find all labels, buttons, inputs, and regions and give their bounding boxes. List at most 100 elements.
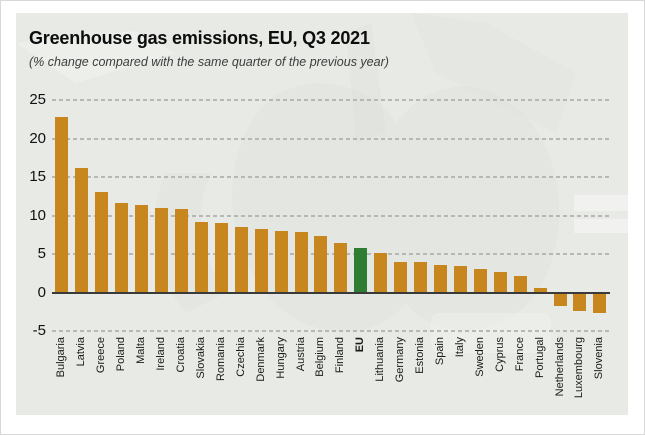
bar-malta bbox=[135, 204, 149, 293]
x-label-column-italy: Italy bbox=[450, 337, 470, 415]
bar-lithuania bbox=[374, 253, 388, 293]
bar-netherlands bbox=[553, 292, 567, 306]
bar-column-latvia bbox=[72, 100, 92, 331]
x-label-slovenia: Slovenia bbox=[593, 337, 606, 380]
x-label-romania: Romania bbox=[214, 337, 227, 382]
bar-spain bbox=[433, 264, 447, 293]
x-label-ireland: Ireland bbox=[155, 337, 168, 371]
x-label-column-netherlands: Netherlands bbox=[550, 337, 570, 415]
x-label-cyprus: Cyprus bbox=[493, 337, 506, 372]
x-label-slovakia: Slovakia bbox=[194, 337, 207, 379]
x-label-spain: Spain bbox=[433, 337, 446, 366]
x-label-column-croatia: Croatia bbox=[172, 337, 192, 415]
bar-france bbox=[513, 275, 527, 293]
bar-estonia bbox=[414, 262, 428, 293]
bar-sweden bbox=[473, 269, 487, 293]
bar-column-luxembourg bbox=[570, 100, 590, 331]
y-tick-label-15: 15 bbox=[29, 168, 46, 185]
bar-column-france bbox=[510, 100, 530, 331]
bar-greece bbox=[95, 191, 109, 293]
gridline-15 bbox=[52, 176, 610, 178]
x-label-column-belgium: Belgium bbox=[311, 337, 331, 415]
chart-panel: Greenhouse gas emissions, EU, Q3 2021 (%… bbox=[16, 13, 628, 415]
bar-column-finland bbox=[331, 100, 351, 331]
bar-germany bbox=[394, 261, 408, 293]
x-label-column-spain: Spain bbox=[431, 337, 451, 415]
bar-czechia bbox=[234, 227, 248, 293]
chart-subtitle: (% change compared with the same quarter… bbox=[29, 55, 389, 69]
x-label-column-romania: Romania bbox=[211, 337, 231, 415]
x-label-portugal: Portugal bbox=[533, 337, 546, 378]
x-label-greece: Greece bbox=[95, 337, 108, 374]
bar-column-denmark bbox=[251, 100, 271, 331]
bar-column-netherlands bbox=[550, 100, 570, 331]
bar-column-lithuania bbox=[371, 100, 391, 331]
bar-croatia bbox=[174, 208, 188, 293]
bar-column-sweden bbox=[470, 100, 490, 331]
bar-finland bbox=[334, 243, 348, 293]
y-tick-label--5: -5 bbox=[32, 322, 46, 339]
x-label-italy: Italy bbox=[453, 337, 466, 358]
bar-italy bbox=[453, 266, 467, 293]
x-axis-labels: Bulgaria Latvia Greece Poland Malta Ireland Cr… bbox=[52, 337, 610, 415]
x-label-croatia: Croatia bbox=[174, 337, 187, 373]
bar-hungary bbox=[274, 230, 288, 293]
x-label-column-finland: Finland bbox=[331, 337, 351, 415]
bar-column-portugal bbox=[530, 100, 550, 331]
bar-column-belgium bbox=[311, 100, 331, 331]
bar-ireland bbox=[155, 207, 169, 293]
bar-column-italy bbox=[450, 100, 470, 331]
x-label-czechia: Czechia bbox=[234, 337, 247, 377]
bar-column-slovenia bbox=[590, 100, 610, 331]
bar-slovenia bbox=[593, 292, 607, 313]
bar-column-malta bbox=[132, 100, 152, 331]
x-label-column-france: France bbox=[510, 337, 530, 415]
plot-area: 25 20 15 10 5 0 -5 bbox=[29, 91, 610, 339]
y-tick-label-25: 25 bbox=[29, 91, 46, 108]
y-tick-label-20: 20 bbox=[29, 129, 46, 147]
x-label-column-cyprus: Cyprus bbox=[490, 337, 510, 415]
bar-portugal bbox=[533, 287, 547, 293]
gridline-25 bbox=[52, 99, 610, 101]
x-label-latvia: Latvia bbox=[75, 337, 88, 367]
zero-axis-line bbox=[52, 291, 610, 294]
x-label-column-germany: Germany bbox=[391, 337, 411, 415]
x-label-finland: Finland bbox=[334, 337, 347, 374]
bar-column-germany bbox=[391, 100, 411, 331]
bar-column-greece bbox=[92, 100, 112, 331]
x-label-column-czechia: Czechia bbox=[231, 337, 251, 415]
bar-column-hungary bbox=[271, 100, 291, 331]
x-label-estonia: Estonia bbox=[414, 337, 427, 374]
x-label-column-sweden: Sweden bbox=[470, 337, 490, 415]
x-label-eu: EU bbox=[354, 337, 367, 353]
bar-bulgaria bbox=[55, 116, 69, 293]
bar-column-poland bbox=[112, 100, 132, 331]
x-label-column-eu: EU bbox=[351, 337, 371, 415]
y-tick-label-5: 5 bbox=[37, 245, 46, 262]
bar-slovakia bbox=[194, 221, 208, 293]
bar-belgium bbox=[314, 235, 328, 293]
background-watermark-image bbox=[16, 13, 628, 353]
gridline--5 bbox=[52, 330, 610, 332]
x-label-column-greece: Greece bbox=[92, 337, 112, 415]
x-label-lithuania: Lithuania bbox=[374, 337, 387, 382]
x-label-column-slovenia: Slovenia bbox=[590, 337, 610, 415]
bar-denmark bbox=[254, 229, 268, 293]
bar-column-bulgaria bbox=[52, 100, 72, 331]
bar-latvia bbox=[75, 167, 89, 293]
bars-layer bbox=[52, 100, 610, 331]
bar-cyprus bbox=[493, 272, 507, 293]
bar-romania bbox=[214, 223, 228, 293]
y-tick-label-0: 0 bbox=[37, 283, 46, 301]
bar-austria bbox=[294, 232, 308, 293]
x-label-column-latvia: Latvia bbox=[72, 337, 92, 415]
gridline-10 bbox=[52, 214, 610, 217]
x-label-column-hungary: Hungary bbox=[271, 337, 291, 415]
x-label-malta: Malta bbox=[135, 337, 148, 364]
x-label-column-ireland: Ireland bbox=[152, 337, 172, 415]
x-label-column-portugal: Portugal bbox=[530, 337, 550, 415]
x-label-column-austria: Austria bbox=[291, 337, 311, 415]
x-label-column-poland: Poland bbox=[112, 337, 132, 415]
x-label-germany: Germany bbox=[394, 337, 407, 383]
x-label-poland: Poland bbox=[115, 337, 128, 372]
